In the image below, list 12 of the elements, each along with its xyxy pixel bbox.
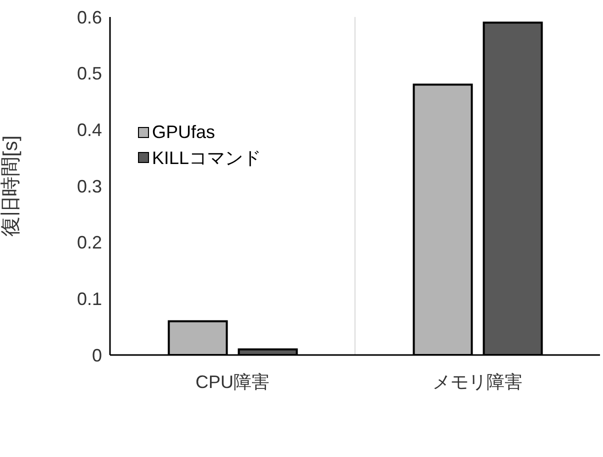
y-tick-label: 0.1 (76, 289, 102, 310)
legend-label: GPUfas (152, 122, 216, 143)
y-tick-label: 0 (92, 345, 102, 366)
y-tick-label: 0.6 (76, 7, 102, 28)
y-tick-label: 0.5 (76, 64, 102, 84)
x-tick-label: CPU障害 (195, 372, 270, 392)
y-tick-label: 0.2 (76, 232, 102, 253)
x-tick-label: メモリ障害 (432, 372, 522, 392)
legend-label: KILLコマンド (152, 146, 262, 170)
y-tick-label: 0.3 (76, 176, 102, 196)
y-tick-label: 0.4 (76, 120, 102, 140)
y-axis-title: 復旧時間[s] (0, 135, 22, 237)
